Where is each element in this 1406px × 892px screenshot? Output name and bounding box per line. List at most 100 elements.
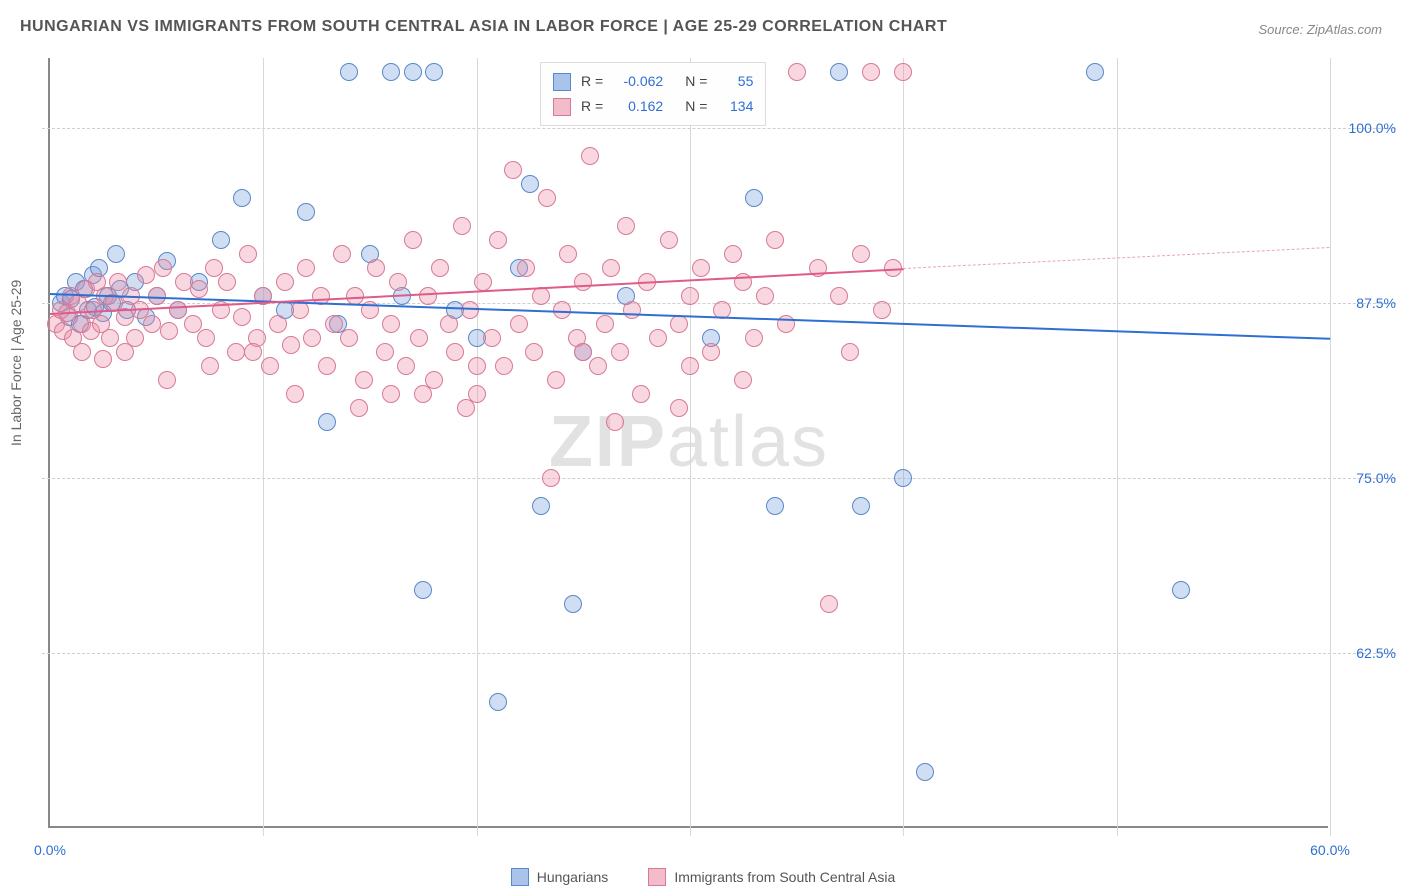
scatter-point (611, 343, 629, 361)
scatter-point (169, 301, 187, 319)
n-value: 134 (717, 94, 753, 119)
scatter-point (681, 287, 699, 305)
scatter-point (201, 357, 219, 375)
scatter-point (596, 315, 614, 333)
scatter-point (670, 399, 688, 417)
scatter-point (766, 231, 784, 249)
scatter-point (325, 315, 343, 333)
gridline-h (42, 128, 1396, 129)
scatter-point (820, 595, 838, 613)
scatter-point (414, 581, 432, 599)
scatter-point (489, 231, 507, 249)
scatter-point (538, 189, 556, 207)
gridline-v (1330, 58, 1331, 836)
scatter-point (623, 301, 641, 319)
scatter-point (355, 371, 373, 389)
scatter-point (376, 343, 394, 361)
scatter-point (244, 343, 262, 361)
scatter-point (389, 273, 407, 291)
scatter-point (724, 245, 742, 263)
scatter-point (788, 63, 806, 81)
scatter-point (766, 497, 784, 515)
scatter-point (510, 315, 528, 333)
gridline-v (690, 58, 691, 836)
scatter-point (894, 63, 912, 81)
watermark: ZIPatlas (549, 401, 829, 483)
scatter-point (446, 343, 464, 361)
scatter-point (154, 259, 172, 277)
scatter-point (852, 245, 870, 263)
gridline-v (477, 58, 478, 836)
scatter-point (190, 280, 208, 298)
scatter-point (1172, 581, 1190, 599)
scatter-point (532, 287, 550, 305)
scatter-point (286, 385, 304, 403)
scatter-point (894, 469, 912, 487)
scatter-point (745, 329, 763, 347)
scatter-point (233, 308, 251, 326)
scatter-point (525, 343, 543, 361)
gridline-h (42, 653, 1396, 654)
scatter-point (453, 217, 471, 235)
scatter-point (143, 315, 161, 333)
bottom-legend-item: Immigrants from South Central Asia (648, 868, 895, 886)
scatter-point (303, 329, 321, 347)
stat-legend: R =-0.062N =55R = 0.162 N = 134 (540, 62, 766, 126)
scatter-point (916, 763, 934, 781)
plot-inner: ZIPatlas 62.5%75.0%87.5%100.0%0.0%60.0% (50, 58, 1328, 826)
scatter-point (542, 469, 560, 487)
r-value: 0.162 (613, 94, 663, 119)
scatter-point (382, 63, 400, 81)
r-label: R = (581, 69, 603, 94)
source-attribution: Source: ZipAtlas.com (1258, 22, 1382, 37)
scatter-point (504, 161, 522, 179)
scatter-point (521, 175, 539, 193)
scatter-point (581, 147, 599, 165)
scatter-point (489, 693, 507, 711)
scatter-point (574, 343, 592, 361)
scatter-point (692, 259, 710, 277)
y-tick-label: 100.0% (1336, 120, 1396, 136)
scatter-point (617, 217, 635, 235)
scatter-point (404, 63, 422, 81)
scatter-point (559, 245, 577, 263)
r-label: R = (581, 94, 603, 119)
scatter-point (756, 287, 774, 305)
scatter-point (873, 301, 891, 319)
scatter-point (367, 259, 385, 277)
scatter-point (414, 385, 432, 403)
y-tick-label: 75.0% (1336, 470, 1396, 486)
scatter-point (382, 315, 400, 333)
scatter-point (547, 371, 565, 389)
scatter-point (116, 343, 134, 361)
scatter-point (517, 259, 535, 277)
scatter-point (137, 266, 155, 284)
scatter-point (239, 245, 257, 263)
bottom-legend: Hungarians Immigrants from South Central … (0, 868, 1406, 886)
gridline-v (1117, 58, 1118, 836)
scatter-point (425, 63, 443, 81)
n-value: 55 (717, 69, 753, 94)
stat-legend-row: R =-0.062N =55 (553, 69, 753, 94)
n-label: N = (685, 94, 707, 119)
scatter-point (340, 329, 358, 347)
gridline-h (42, 478, 1396, 479)
scatter-point (632, 385, 650, 403)
scatter-point (197, 329, 215, 347)
gridline-v (263, 58, 264, 836)
scatter-point (282, 336, 300, 354)
scatter-point (404, 231, 422, 249)
scatter-point (297, 203, 315, 221)
scatter-point (261, 357, 279, 375)
scatter-point (495, 357, 513, 375)
scatter-point (852, 497, 870, 515)
scatter-point (297, 259, 315, 277)
scatter-point (212, 231, 230, 249)
scatter-point (160, 322, 178, 340)
bottom-legend-label: Hungarians (537, 869, 609, 885)
bottom-legend-item: Hungarians (511, 868, 609, 886)
scatter-point (350, 399, 368, 417)
scatter-point (318, 357, 336, 375)
scatter-point (457, 399, 475, 417)
scatter-point (468, 357, 486, 375)
